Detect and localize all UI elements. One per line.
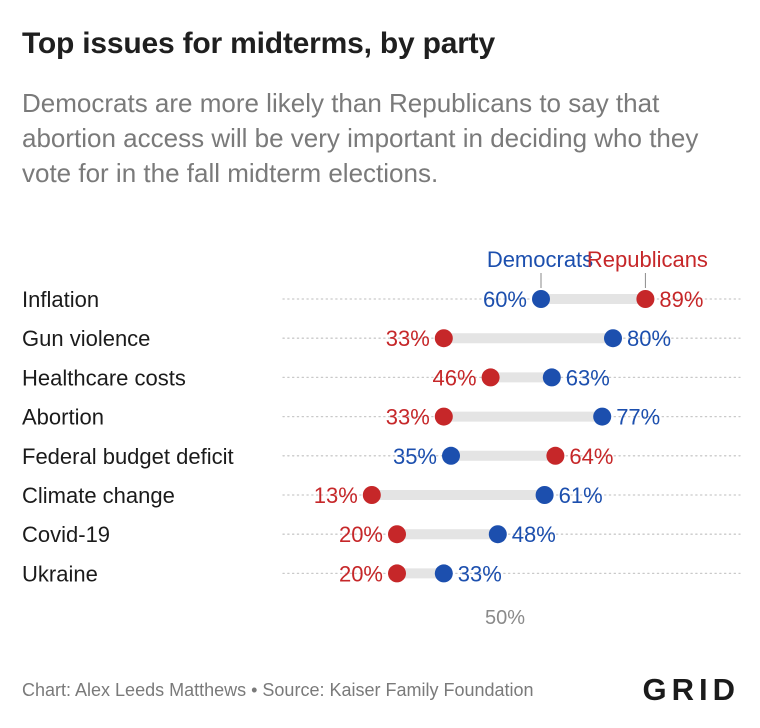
row-label-climate-change: Climate change [22, 483, 175, 508]
value-label-republicans-abortion: 33% [386, 405, 430, 430]
value-label-democrats-ukraine: 33% [458, 561, 502, 586]
dot-democrats-inflation [532, 290, 550, 308]
dot-democrats-healthcare-costs [542, 368, 561, 387]
source-credit: Chart: Alex Leeds Matthews • Source: Kai… [22, 680, 534, 700]
dot-democrats-federal-budget-deficit [442, 446, 460, 465]
dot-republicans-ukraine [388, 564, 406, 583]
dot-republicans-gun-violence [434, 329, 453, 348]
legend-label-democrats: Democrats [487, 247, 593, 272]
value-label-democrats-federal-budget-deficit: 35% [393, 444, 437, 469]
row-label-abortion: Abortion [22, 405, 104, 430]
row-label-healthcare-costs: Healthcare costs [22, 365, 186, 390]
dot-democrats-climate-change [535, 486, 554, 504]
legend-label-republicans: Republicans [587, 247, 708, 272]
dot-republicans-healthcare-costs [481, 368, 500, 387]
value-label-republicans-healthcare-costs: 46% [433, 365, 477, 390]
row-label-inflation: Inflation [22, 287, 99, 312]
value-label-democrats-covid-19: 48% [512, 522, 556, 547]
dot-republicans-abortion [434, 407, 453, 426]
chart-title: Top issues for midterms, by party [22, 27, 495, 60]
row-label-gun-violence: Gun violence [22, 326, 150, 351]
value-label-democrats-inflation: 60% [483, 287, 527, 312]
value-label-republicans-federal-budget-deficit: 64% [569, 444, 613, 469]
value-label-democrats-healthcare-costs: 63% [566, 365, 610, 390]
dot-democrats-ukraine [434, 564, 453, 583]
grid-logo-text: GRID [643, 672, 741, 707]
dot-democrats-covid-19 [488, 525, 507, 544]
grid-logo: GRID [643, 672, 741, 707]
chart-subtitle: Democrats are more likely than Republica… [22, 88, 699, 189]
value-label-republicans-inflation: 89% [659, 287, 703, 312]
row-label-ukraine: Ukraine [22, 561, 98, 586]
dot-republicans-climate-change [362, 486, 381, 504]
dot-democrats-gun-violence [604, 329, 622, 348]
x-tick-label: 50% [485, 607, 525, 629]
dot-republicans-covid-19 [388, 525, 406, 544]
row-label-covid-19: Covid-19 [22, 522, 110, 547]
dot-democrats-abortion [593, 407, 612, 426]
value-label-republicans-climate-change: 13% [314, 483, 358, 508]
dot-republicans-federal-budget-deficit [546, 446, 565, 465]
value-label-democrats-climate-change: 61% [559, 483, 603, 508]
dot-range-chart: Inflation 60% 89% Gun violence 80% 33% Healthc… [22, 247, 741, 629]
value-label-republicans-ukraine: 20% [339, 561, 383, 586]
row-label-federal-budget-deficit: Federal budget deficit [22, 444, 234, 469]
value-label-democrats-gun-violence: 80% [627, 326, 671, 351]
value-label-republicans-gun-violence: 33% [386, 326, 430, 351]
dot-republicans-inflation [636, 290, 655, 308]
value-label-democrats-abortion: 77% [616, 405, 660, 430]
value-label-republicans-covid-19: 20% [339, 522, 383, 547]
